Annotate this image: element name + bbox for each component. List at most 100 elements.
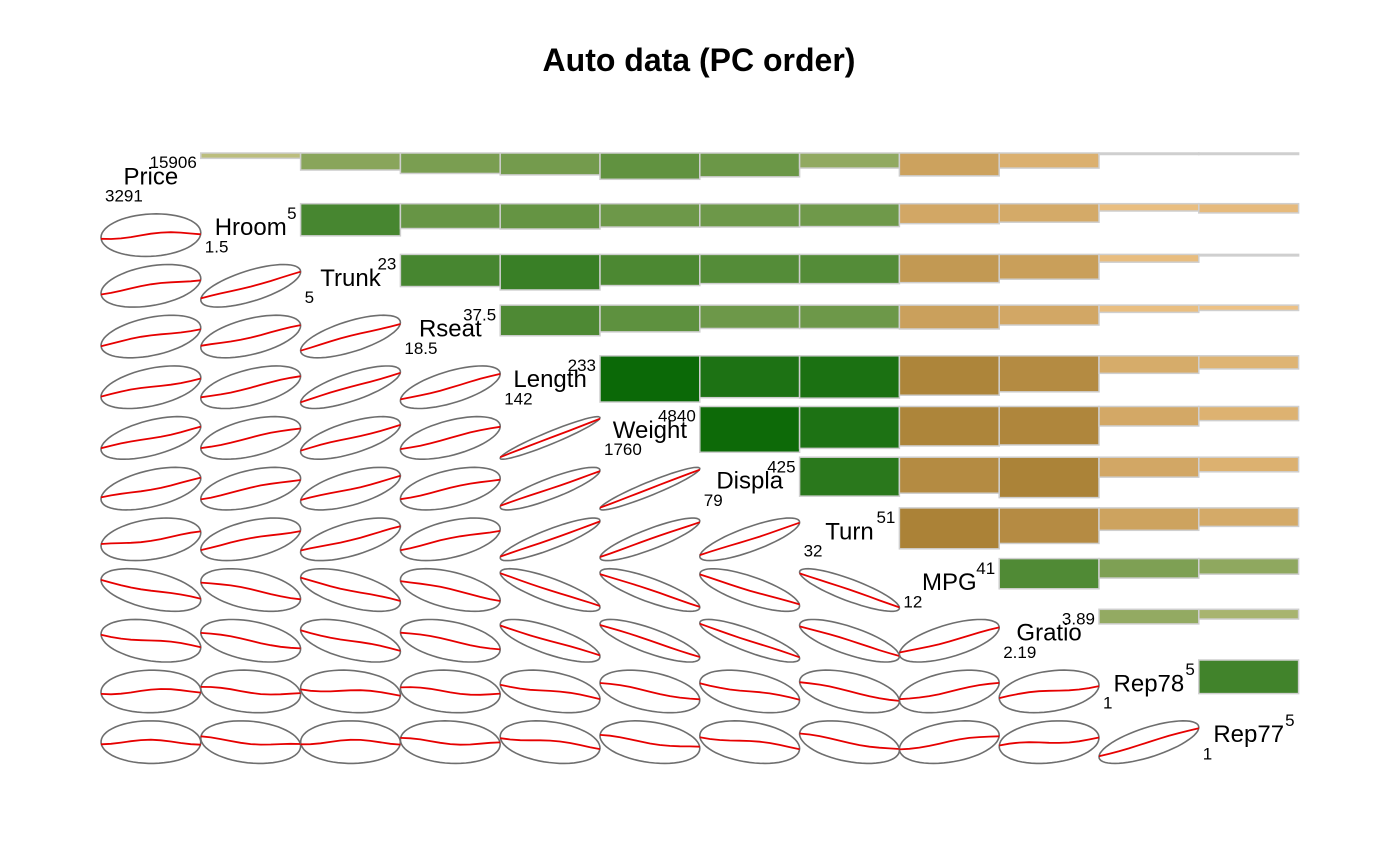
bar-weight-displa	[699, 405, 801, 454]
ellipse-rep77-length	[499, 719, 601, 765]
smooth-turn-price	[100, 530, 201, 545]
ellipse-gratio-weight	[599, 618, 701, 663]
ellipse-gratio-displa	[698, 618, 801, 663]
smooth-rep77-rseat	[400, 737, 501, 746]
chart-title: Auto data (PC order)	[543, 42, 856, 78]
bar-rseat-turn	[798, 304, 901, 330]
bar-hroom-turn	[798, 202, 901, 228]
bar-hroom-trunk	[299, 202, 402, 237]
bar-weight-rep77	[1198, 405, 1300, 422]
bar-hroom-length	[499, 202, 601, 230]
diag-min-price: 3291	[105, 187, 143, 206]
bar-hroom-rep78	[1098, 202, 1200, 212]
bar-mpg-gratio	[998, 557, 1100, 590]
ellipse-displa-rseat	[399, 466, 502, 511]
bar-gratio-rep78	[1098, 608, 1200, 625]
bar-rseat-gratio	[998, 304, 1100, 326]
smooth-weight-hroom	[200, 427, 301, 449]
ellipse-hroom-price	[100, 212, 202, 258]
bar-trunk-displa	[699, 253, 801, 285]
smooth-length-trunk	[300, 371, 401, 404]
ellipse-trunk-price	[100, 263, 202, 308]
ellipse-turn-displa	[698, 517, 801, 562]
ellipse-rseat-price	[100, 314, 202, 359]
smooth-displa-length	[499, 470, 601, 507]
smooth-gratio-trunk	[300, 629, 401, 652]
ellipse-turn-price	[100, 517, 202, 562]
ellipse-rep78-displa	[699, 669, 801, 714]
ellipse-rep78-hroom	[199, 669, 302, 714]
bar-hroom-rseat	[399, 202, 501, 230]
bar-trunk-weight	[599, 253, 701, 287]
ellipse-length-hroom	[199, 365, 302, 410]
smooth-rep77-length	[500, 737, 601, 750]
ellipse-gratio-trunk	[299, 618, 402, 663]
ellipse-length-trunk	[299, 365, 402, 410]
bar-length-turn	[798, 355, 901, 399]
smooth-length-rseat	[400, 373, 501, 401]
smooth-mpg-price	[100, 579, 202, 600]
smooth-displa-trunk	[300, 474, 401, 501]
bar-turn-mpg	[898, 507, 1000, 550]
bar-price-trunk	[299, 152, 402, 171]
ellipse-mpg-weight	[599, 567, 701, 613]
smooth-rep78-displa	[699, 682, 800, 701]
ellipse-length-rseat	[399, 365, 502, 410]
ellipse-rep78-weight	[599, 669, 701, 714]
bar-length-weight	[599, 355, 701, 403]
diag-max-rep78: 5	[1185, 660, 1194, 679]
ellipse-displa-weight	[599, 466, 701, 511]
diag-min-rseat: 18.5	[404, 339, 437, 358]
diag-max-trunk: 23	[377, 255, 396, 274]
bar-price-rep77	[1198, 152, 1300, 156]
smooth-rep77-mpg	[899, 735, 1000, 751]
diag-label-rep78: Rep78	[1114, 670, 1185, 697]
ellipse-turn-weight	[599, 517, 701, 562]
diag-label-price: Price	[124, 163, 179, 190]
bar-mpg-rep78	[1098, 557, 1200, 579]
smooth-turn-weight	[599, 521, 701, 558]
smooth-weight-price	[100, 425, 202, 450]
bar-rseat-weight	[599, 304, 701, 333]
ellipse-weight-hroom	[199, 415, 302, 461]
smooth-length-price	[100, 377, 202, 398]
ellipse-displa-hroom	[199, 466, 302, 511]
smooth-rep78-turn	[799, 681, 900, 702]
ellipse-mpg-price	[100, 567, 202, 613]
diag-label-weight: Weight	[613, 417, 688, 444]
smooth-rep78-hroom	[200, 686, 301, 696]
bar-weight-rep78	[1098, 405, 1200, 427]
smooth-mpg-length	[499, 572, 601, 607]
ellipse-rep78-rseat	[399, 669, 502, 714]
bar-length-displa	[699, 355, 801, 399]
diag-max-length: 233	[568, 356, 596, 375]
bar-trunk-length	[499, 253, 601, 291]
ellipse-weight-price	[100, 415, 202, 461]
smooth-gratio-length	[499, 624, 601, 657]
bar-displa-rep78	[1098, 456, 1200, 478]
bar-length-mpg	[898, 355, 1000, 396]
smooth-turn-hroom	[200, 530, 301, 551]
diag-label-gratio: Gratio	[1016, 620, 1081, 647]
diag-min-mpg: 12	[903, 592, 922, 611]
ellipse-trunk-hroom	[199, 263, 302, 308]
ellipse-displa-price	[100, 466, 202, 511]
ellipse-weight-rseat	[399, 415, 502, 461]
ellipse-gratio-price	[100, 618, 202, 663]
bar-price-mpg	[898, 152, 1000, 177]
ellipse-rep77-rep78	[1098, 719, 1200, 765]
smooth-weight-length	[499, 417, 601, 459]
bar-rseat-displa	[699, 304, 801, 330]
bar-trunk-gratio	[998, 253, 1100, 280]
bar-trunk-mpg	[898, 253, 1000, 284]
smooth-mpg-rseat	[400, 580, 501, 602]
diag-max-rep77: 5	[1285, 711, 1294, 730]
ellipse-gratio-length	[499, 618, 601, 663]
smooth-rep78-mpg	[899, 682, 1000, 701]
smooth-turn-rseat	[400, 530, 501, 552]
ellipse-rep78-length	[499, 669, 601, 714]
ellipse-rep77-mpg	[898, 719, 1001, 765]
corrgram-cells: Price159063291Hroom51.5Trunk235Rseat37.5…	[100, 152, 1300, 765]
smooth-rep78-rseat	[400, 686, 501, 696]
smooth-displa-price	[100, 476, 202, 499]
